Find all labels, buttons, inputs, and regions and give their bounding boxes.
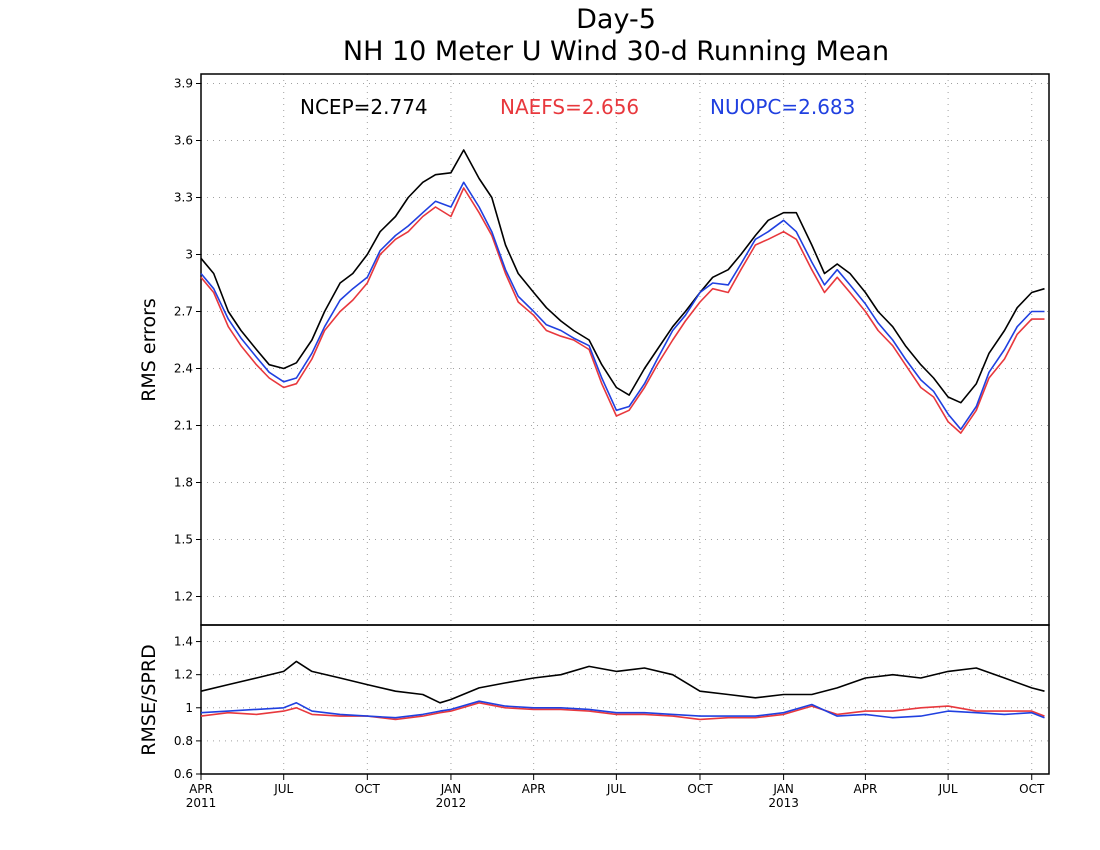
- x-tick-label: APR: [522, 782, 546, 796]
- top-y-tick-label: 3.6: [174, 134, 193, 148]
- bottom-panel-frame: [200, 624, 1050, 775]
- x-tick-label: OCT: [355, 782, 381, 796]
- x-tick-label: APR: [854, 782, 878, 796]
- top-y-tick-label: 3: [185, 248, 193, 262]
- bottom-series-ncep: [200, 660, 1045, 704]
- legend-ncep: NCEP=2.774: [300, 95, 428, 119]
- top-series-nuopc: [200, 181, 1045, 431]
- top-panel-series: [200, 149, 1045, 434]
- bottom-y-tick-label: 0.6: [174, 767, 193, 781]
- x-tick-label: JAN: [772, 782, 794, 796]
- top-y-tick-label: 1.2: [174, 590, 193, 604]
- bottom-panel-series: [200, 660, 1045, 721]
- top-y-tick-label: 2.7: [174, 305, 193, 319]
- x-tick-year-label: 2013: [768, 796, 799, 810]
- top-panel-frame: [200, 73, 1050, 626]
- top-y-tick-label: 1.8: [174, 476, 193, 490]
- top-y-tick-label: 1.5: [174, 533, 193, 547]
- bottom-y-tick-label: 0.8: [174, 734, 193, 748]
- legend-naefs: NAEFS=2.656: [500, 95, 639, 119]
- x-tick-label: APR: [189, 782, 213, 796]
- bottom-y-tick-label: 1: [185, 701, 193, 715]
- x-tick-label: OCT: [1019, 782, 1045, 796]
- x-tick-year-label: 2011: [186, 796, 217, 810]
- top-panel-y-axis: 1.2 1.5 1.8 2.1 2.4 2.7 3 3.3 3.6 3.9: [174, 77, 201, 604]
- bottom-panel-y-axis: 0.6 0.8 1 1.2 1.4: [174, 635, 201, 781]
- bottom-series-nuopc: [200, 700, 1045, 719]
- x-tick-label: OCT: [687, 782, 713, 796]
- x-tick-label: JUL: [273, 782, 293, 796]
- top-series-naefs: [200, 187, 1045, 434]
- top-y-tick-label: 2.4: [174, 362, 193, 376]
- bottom-series-naefs: [200, 701, 1045, 721]
- top-y-tick-label: 3.9: [174, 77, 193, 91]
- bottom-y-tick-label: 1.4: [174, 635, 193, 649]
- top-series-ncep: [200, 149, 1045, 404]
- bottom-y-tick-label: 1.2: [174, 668, 193, 682]
- top-panel-grid: [201, 74, 1049, 625]
- bottom-y-axis-label: RMSE/SPRD: [138, 644, 160, 755]
- x-tick-label: JAN: [440, 782, 462, 796]
- legend-nuopc: NUOPC=2.683: [710, 95, 855, 119]
- x-tick-label: JUL: [606, 782, 626, 796]
- top-y-axis-label: RMS errors: [138, 298, 160, 402]
- x-tick-label: JUL: [938, 782, 958, 796]
- chart-title-line2: NH 10 Meter U Wind 30-d Running Mean: [343, 36, 889, 67]
- x-tick-year-label: 2012: [436, 796, 467, 810]
- top-y-tick-label: 3.3: [174, 191, 193, 205]
- bottom-panel-grid: [201, 625, 1049, 775]
- chart-title-line1: Day-5: [576, 4, 656, 35]
- top-y-tick-label: 2.1: [174, 419, 193, 433]
